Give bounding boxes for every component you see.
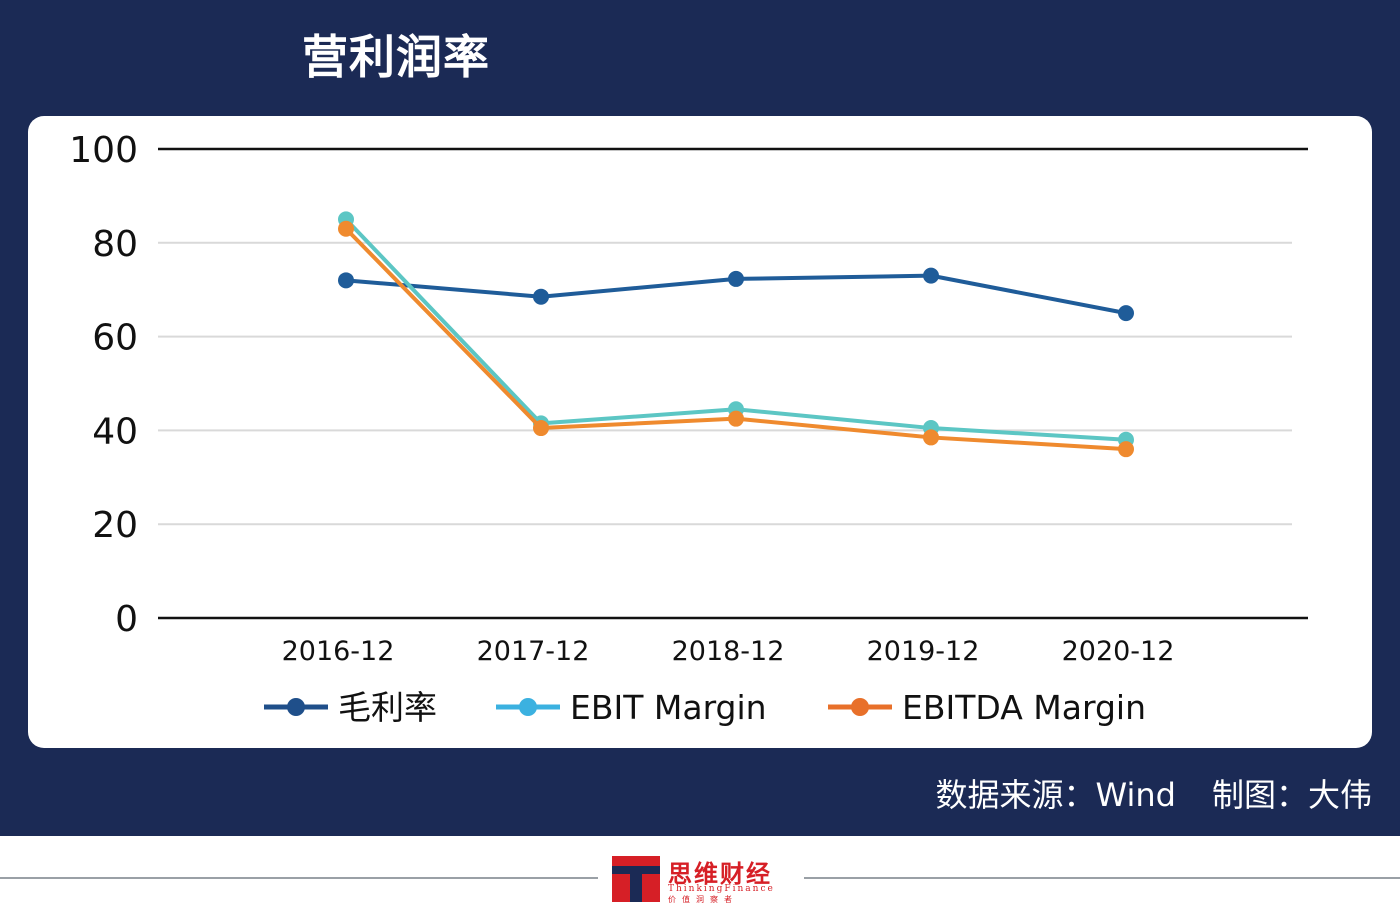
x-tick-label: 2017-12 [477,636,590,667]
y-tick-label: 100 [69,130,138,171]
data-point [728,270,744,287]
legend-label: EBIT Margin [570,688,767,727]
logo-motto: 价值洞察者 [668,895,738,904]
y-tick-label: 0 [115,599,138,640]
x-tick-label: 2016-12 [282,636,395,667]
legend-label: 毛利率 [338,688,437,727]
data-point [1118,441,1134,458]
logo-english: ThinkingFinance [668,884,775,894]
data-point [923,267,939,284]
chart-title: 营利润率 [302,30,490,84]
x-tick-label: 2020-12 [1062,636,1175,667]
data-point [728,410,744,427]
data-point [923,429,939,446]
data-point [338,220,354,237]
y-tick-label: 40 [92,411,138,452]
legend-label: EBITDA Margin [902,688,1146,727]
source-note: 数据来源：Wind 制图：大伟 [936,770,1372,816]
brand-logo: 思维财经 ThinkingFinance 价值洞察者 [612,854,792,904]
legend-marker [287,698,305,716]
data-point [338,272,354,289]
footer-rule-left [0,877,598,879]
x-tick-label: 2018-12 [672,636,785,667]
x-tick-label: 2019-12 [867,636,980,667]
y-tick-label: 20 [92,505,138,546]
logo-t-icon [612,856,660,902]
data-point [533,420,549,437]
logo-name: 思维财经 [668,860,772,888]
chart-frame: 营利润率 0 20 40 60 80 100 2016-12 2017-12 2018-12 20… [0,0,1400,836]
y-tick-label: 80 [92,224,138,265]
data-source: 数据来源：Wind [935,776,1176,814]
footer-rule-right [804,877,1400,879]
data-point [1118,305,1134,322]
data-point [533,288,549,305]
chart-card: 0 20 40 60 80 100 2016-12 2017-12 2018-12 2019-12… [28,116,1372,748]
chart-credit: 制图：大伟 [1211,776,1372,814]
legend-marker [519,698,537,716]
line-chart: 0 20 40 60 80 100 2016-12 2017-12 2018-12 2019-12… [69,130,1308,727]
legend-marker [851,698,869,716]
y-tick-label: 60 [92,318,138,359]
